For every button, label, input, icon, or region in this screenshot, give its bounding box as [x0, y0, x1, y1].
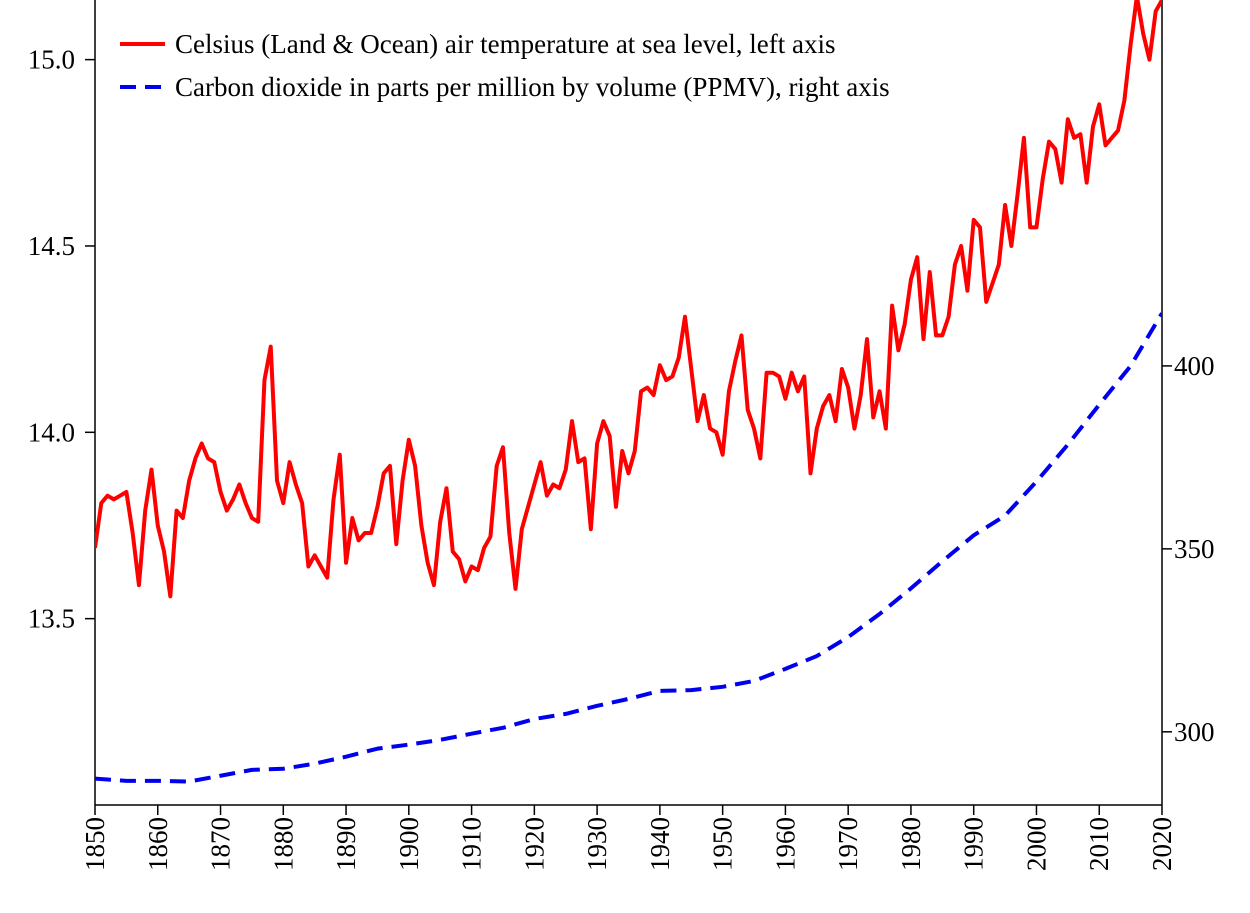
y-tick-label: 14.5 — [28, 231, 75, 261]
x-tick-label: 1910 — [457, 817, 487, 871]
legend-label: Celsius (Land & Ocean) air temperature a… — [175, 29, 835, 59]
x-tick-label: 1960 — [770, 817, 800, 871]
x-tick-label: 1920 — [519, 817, 549, 871]
y-tick-label: 15.0 — [28, 45, 75, 75]
x-tick-label: 1860 — [143, 817, 173, 871]
x-tick-label: 1930 — [582, 817, 612, 871]
x-tick-label: 1990 — [959, 817, 989, 871]
y-tick-label: 13.5 — [28, 604, 75, 634]
x-tick-label: 1880 — [268, 817, 298, 871]
y2-tick-label: 300 — [1174, 717, 1215, 747]
y2-tick-label: 350 — [1174, 534, 1215, 564]
series-line — [95, 0, 1162, 599]
x-tick-label: 2000 — [1021, 817, 1051, 871]
series-line — [95, 312, 1162, 784]
x-tick-label: 2020 — [1147, 817, 1177, 871]
x-tick-label: 1850 — [80, 817, 110, 871]
y2-tick-label: 400 — [1174, 351, 1215, 381]
y-tick-label: 14.0 — [28, 417, 75, 447]
x-tick-label: 2010 — [1084, 817, 1114, 871]
plot-area — [95, 0, 1162, 784]
x-tick-label: 1970 — [833, 817, 863, 871]
x-tick-label: 1900 — [394, 817, 424, 871]
x-tick-label: 1950 — [708, 817, 738, 871]
x-tick-label: 1980 — [896, 817, 926, 871]
x-tick-label: 1890 — [331, 817, 361, 871]
legend-label: Carbon dioxide in parts per million by v… — [175, 72, 890, 102]
x-tick-label: 1870 — [206, 817, 236, 871]
x-tick-label: 1940 — [645, 817, 675, 871]
